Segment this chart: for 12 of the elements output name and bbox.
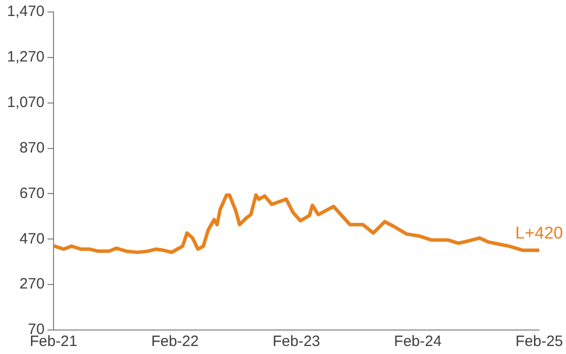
x-tick-label: Feb-24 [394,333,442,350]
y-tick-label: 1,270 [6,48,45,66]
y-tick-label: 870 [20,139,45,156]
y-tick-label: 1,470 [6,3,45,20]
y-tick-label: 670 [20,184,45,202]
y-tick-label: 270 [20,276,45,293]
x-tick-label: Feb-25 [515,333,563,350]
y-tick-label: 1,070 [6,94,45,111]
x-tick-label: Feb-23 [272,333,320,350]
x-tick-label: Feb-22 [151,333,199,350]
y-tick-label: 470 [20,230,45,248]
annotation: L+420 [515,223,563,242]
